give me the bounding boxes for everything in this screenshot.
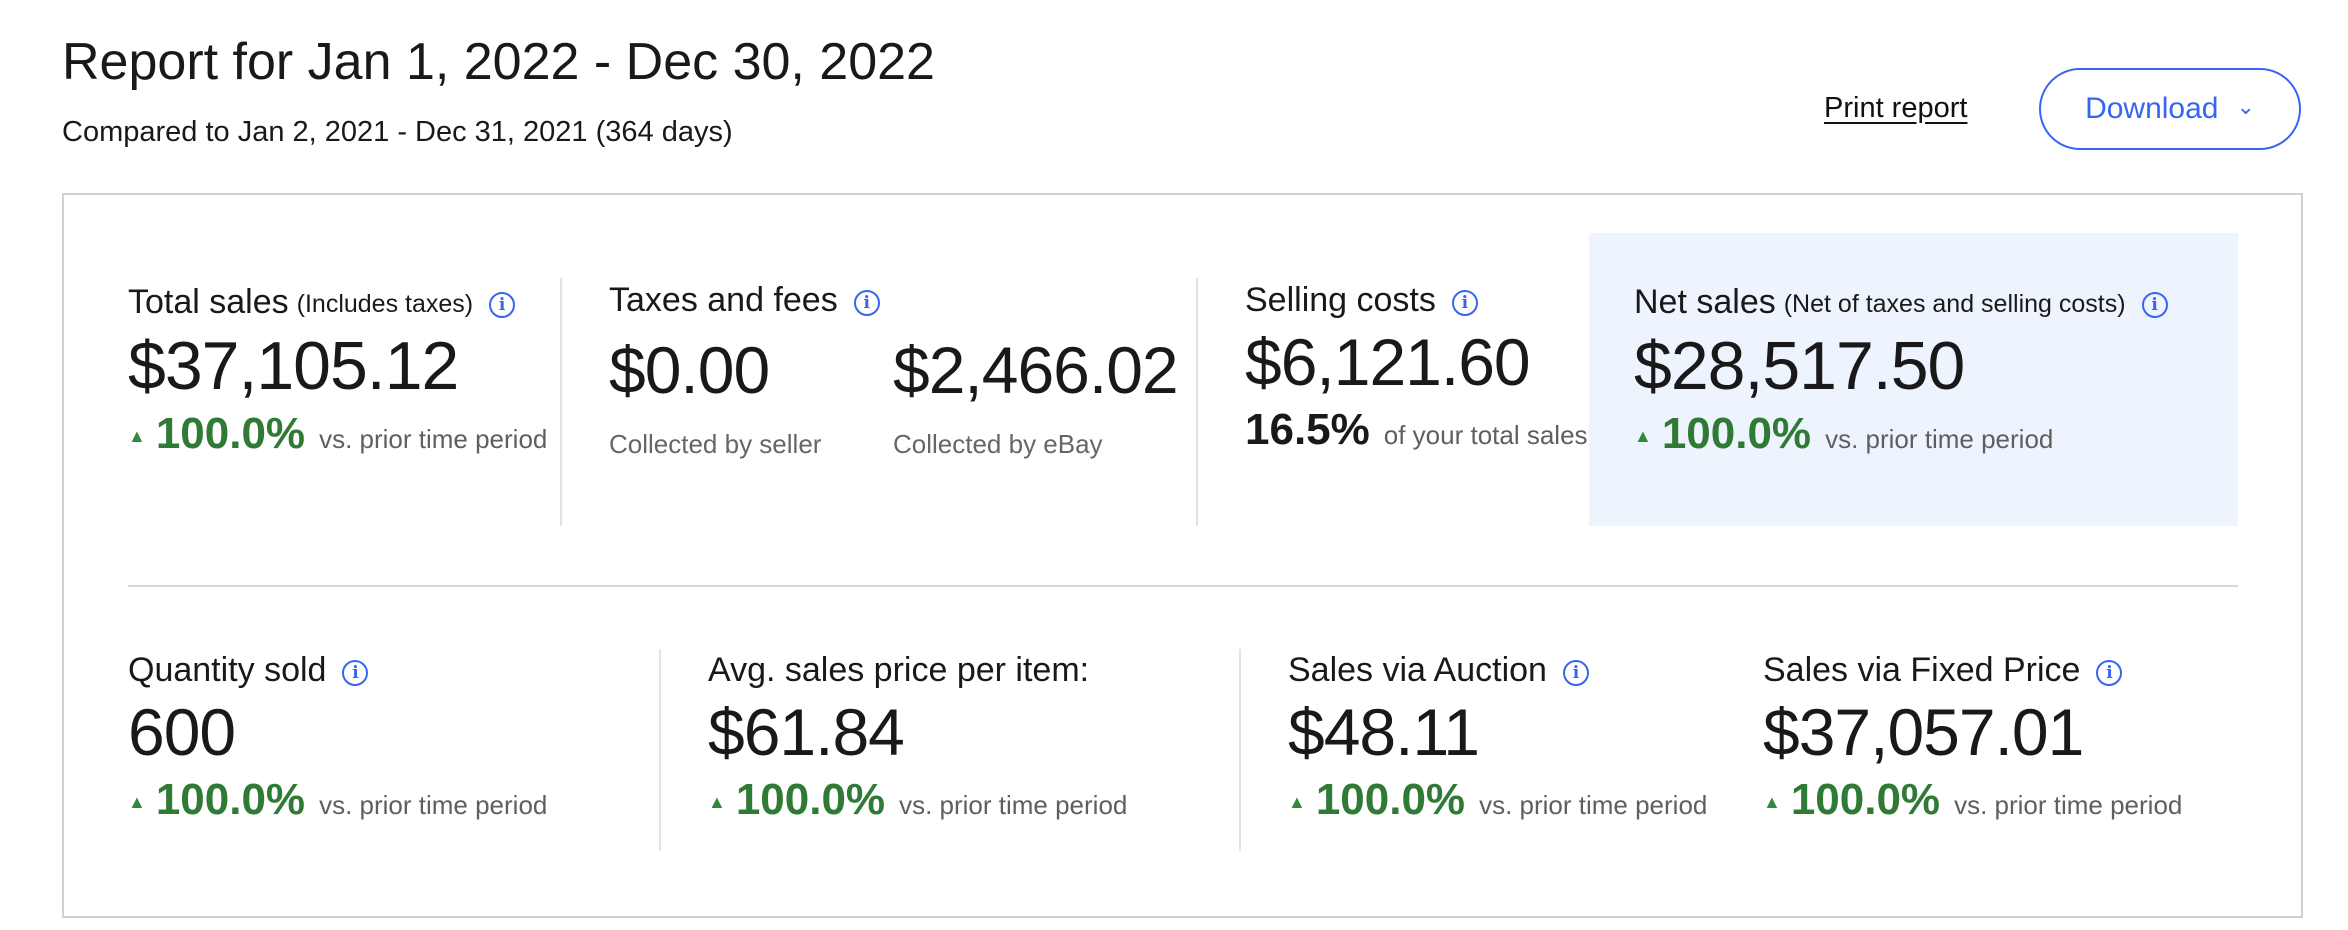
fixed-price-sales-card: Sales via Fixed Price i $37,057.01 ▲ 100…	[1763, 648, 2182, 828]
change-percent: 100.0%	[1315, 775, 1466, 824]
chevron-down-icon: ⌄	[2236, 94, 2255, 119]
total-sales-title: Total sales	[128, 283, 289, 321]
avg-price-label: Avg. sales price per item:	[708, 648, 1127, 692]
divider	[1196, 278, 1198, 526]
avg-price-change: ▲ 100.0% vs. prior time period	[708, 772, 1127, 828]
fixed-price-sales-title: Sales via Fixed Price	[1763, 651, 2081, 689]
trend-up-icon: ▲	[1634, 426, 1652, 446]
info-icon[interactable]: i	[853, 290, 880, 316]
avg-price-title: Avg. sales price per item:	[708, 651, 1090, 689]
taxes-ebay-block: $2,466.02 Collected by eBay	[893, 330, 1179, 462]
fixed-price-sales-value: $37,057.01	[1763, 695, 2084, 769]
auction-sales-title: Sales via Auction	[1288, 651, 1547, 689]
page-title: Report for Jan 1, 2022 - Dec 30, 2022	[62, 33, 935, 91]
net-sales-change: ▲ 100.0% vs. prior time period	[1634, 406, 2168, 462]
selling-costs-value: $6,121.60	[1245, 325, 1531, 399]
selling-costs-card: Selling costs i $6,121.60 16.5% of your …	[1245, 278, 1588, 458]
total-sales-qualifier: (Includes taxes)	[296, 290, 474, 318]
taxes-fees-title: Taxes and fees	[609, 281, 838, 319]
net-sales-card: Net sales (Net of taxes and selling cost…	[1634, 278, 2168, 462]
auction-sales-value: $48.11	[1288, 695, 1480, 769]
quantity-sold-label: Quantity sold i	[128, 648, 547, 692]
selling-costs-caption: of your total sales	[1383, 420, 1588, 450]
info-icon[interactable]: i	[342, 660, 369, 686]
trend-up-icon: ▲	[128, 426, 146, 446]
net-sales-highlight	[1589, 233, 2238, 526]
trend-up-icon: ▲	[1763, 792, 1781, 812]
total-sales-change: ▲ 100.0% vs. prior time period	[128, 406, 547, 462]
info-icon[interactable]: i	[2096, 660, 2123, 686]
quantity-sold-card: Quantity sold i 600 ▲ 100.0% vs. prior t…	[128, 648, 547, 828]
selling-costs-share: 16.5% of your total sales	[1245, 402, 1588, 458]
info-icon[interactable]: i	[1562, 660, 1589, 686]
print-report-link[interactable]: Print report	[1824, 92, 1968, 124]
change-caption: vs. prior time period	[899, 790, 1128, 820]
fixed-price-sales-change: ▲ 100.0% vs. prior time period	[1763, 772, 2182, 828]
summary-panel	[62, 193, 2303, 918]
quantity-sold-change: ▲ 100.0% vs. prior time period	[128, 772, 547, 828]
change-percent: 100.0%	[735, 775, 886, 824]
comparison-subtitle: Compared to Jan 2, 2021 - Dec 31, 2021 (…	[62, 116, 733, 148]
trend-up-icon: ▲	[708, 792, 726, 812]
taxes-fees-card: Taxes and fees i	[609, 278, 880, 322]
taxes-fees-label: Taxes and fees i	[609, 278, 880, 322]
auction-sales-card: Sales via Auction i $48.11 ▲ 100.0% vs. …	[1288, 648, 1707, 828]
net-sales-title: Net sales	[1634, 283, 1776, 321]
trend-up-icon: ▲	[1288, 792, 1306, 812]
selling-costs-title: Selling costs	[1245, 281, 1436, 319]
auction-sales-change: ▲ 100.0% vs. prior time period	[1288, 772, 1707, 828]
change-caption: vs. prior time period	[319, 424, 548, 454]
divider	[1239, 649, 1241, 851]
change-percent: 100.0%	[1661, 409, 1812, 458]
net-sales-value: $28,517.50	[1634, 328, 1965, 404]
total-sales-card: Total sales (Includes taxes) i $37,105.1…	[128, 278, 547, 462]
info-icon[interactable]: i	[489, 292, 516, 318]
taxes-ebay-value: $2,466.02	[893, 333, 1179, 407]
taxes-seller-note: Collected by seller	[609, 429, 822, 459]
auction-sales-label: Sales via Auction i	[1288, 648, 1707, 692]
taxes-seller-block: $0.00 Collected by seller	[609, 330, 821, 462]
info-icon[interactable]: i	[1451, 290, 1478, 316]
change-caption: vs. prior time period	[319, 790, 548, 820]
change-caption: vs. prior time period	[1479, 790, 1708, 820]
trend-up-icon: ▲	[128, 792, 146, 812]
change-percent: 100.0%	[1790, 775, 1941, 824]
change-caption: vs. prior time period	[1825, 424, 2054, 454]
quantity-sold-value: 600	[128, 695, 236, 769]
download-label: Download	[2085, 92, 2219, 125]
download-button[interactable]: Download ⌄	[2039, 68, 2301, 150]
avg-price-value: $61.84	[708, 695, 905, 769]
total-sales-label: Total sales (Includes taxes) i	[128, 278, 547, 326]
net-sales-label: Net sales (Net of taxes and selling cost…	[1634, 278, 2168, 326]
change-percent: 100.0%	[155, 409, 306, 458]
taxes-ebay-note: Collected by eBay	[893, 429, 1103, 459]
net-sales-qualifier: (Net of taxes and selling costs)	[1783, 290, 2126, 318]
selling-costs-percent: 16.5%	[1245, 405, 1370, 454]
change-percent: 100.0%	[155, 775, 306, 824]
taxes-seller-value: $0.00	[609, 333, 770, 407]
fixed-price-sales-label: Sales via Fixed Price i	[1763, 648, 2182, 692]
divider	[560, 278, 562, 526]
quantity-sold-title: Quantity sold	[128, 651, 327, 689]
selling-costs-label: Selling costs i	[1245, 278, 1588, 322]
divider	[659, 649, 661, 851]
total-sales-value: $37,105.12	[128, 328, 459, 404]
avg-price-card: Avg. sales price per item: $61.84 ▲ 100.…	[708, 648, 1127, 828]
change-caption: vs. prior time period	[1954, 790, 2183, 820]
row-divider	[128, 585, 2238, 587]
info-icon[interactable]: i	[2141, 292, 2168, 318]
